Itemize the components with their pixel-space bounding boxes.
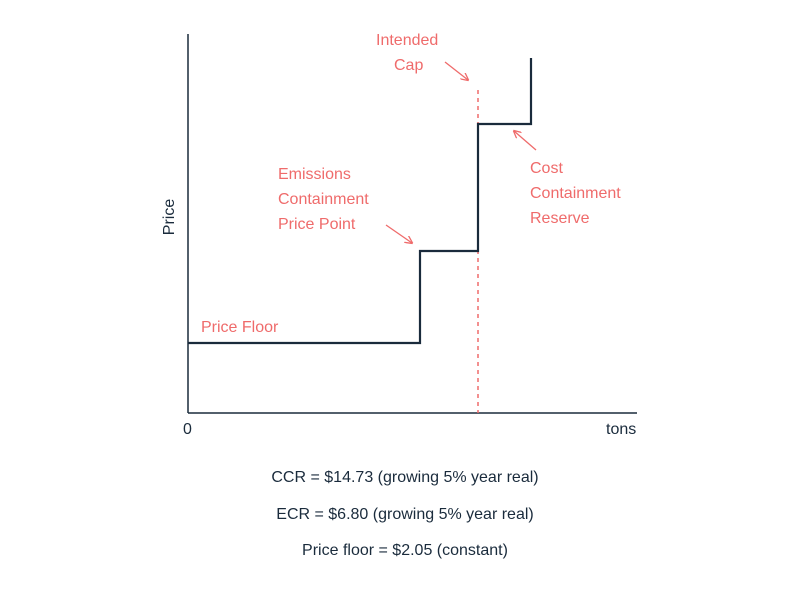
x-axis-label: tons <box>606 421 637 438</box>
y-axis-label: Price <box>161 198 179 236</box>
intended-cap-annotation: Intended Cap <box>376 28 438 78</box>
ecr-line-3: Price Point <box>278 216 356 233</box>
origin-label: 0 <box>183 421 192 438</box>
intended-cap-arrow <box>444 61 468 80</box>
ecr-annotation: Emissions Containment Price Point <box>278 162 369 237</box>
ccr-note: CCR = $14.73 (growing 5% year real) <box>271 469 539 486</box>
ccr-line-1: Cost <box>530 160 563 177</box>
ecr-line-2: Containment <box>278 191 369 208</box>
ecr-line-1: Emissions <box>278 166 351 183</box>
ccr-annotation: Cost Containment Reserve <box>530 156 621 231</box>
price-floor-annotation: Price Floor <box>201 319 279 336</box>
intended-cap-line-1: Intended <box>376 32 439 49</box>
price-floor-note: Price floor = $2.05 (constant) <box>302 542 508 559</box>
intended-cap-line-2: Cap <box>394 57 424 74</box>
ecr-arrow <box>385 224 412 243</box>
ecr-note: ECR = $6.80 (growing 5% year real) <box>276 506 534 523</box>
supply-step-curve <box>188 58 533 345</box>
ccr-line-3: Reserve <box>530 210 590 227</box>
ccr-line-2: Containment <box>530 185 621 202</box>
ccr-arrow <box>514 131 537 151</box>
